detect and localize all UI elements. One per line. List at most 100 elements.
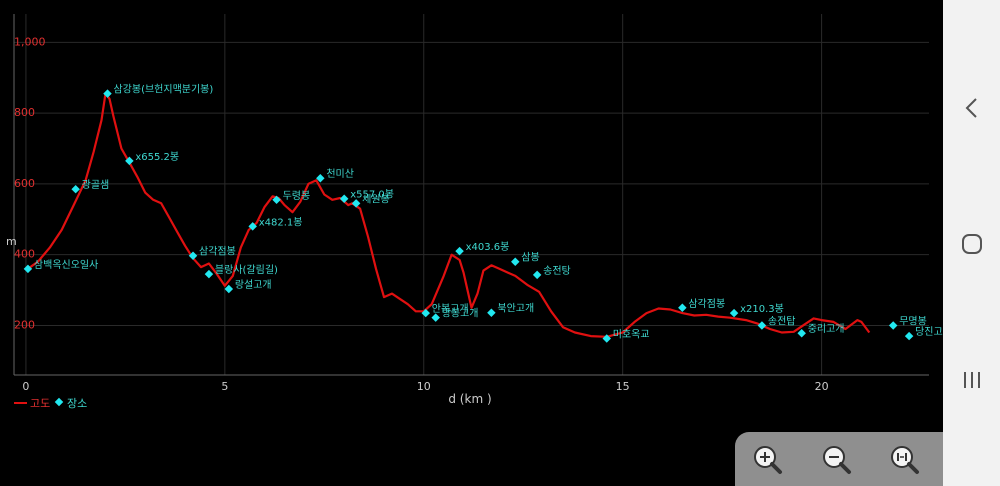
place-label: x557.0봉 [350,189,394,201]
place-diamond [602,334,612,343]
recents-button[interactable] [943,350,1000,410]
zoom-in-icon [754,446,782,474]
y-tick-label: 800 [14,106,35,119]
place-diamond [23,264,33,274]
place-label: 두령봉 [283,190,311,202]
place-label: 삼각점봉 [688,298,725,310]
place-diamond [71,184,80,194]
place-diamond [421,308,430,318]
place-diamond [204,269,214,279]
x-tick-label: 15 [616,380,630,393]
place-label: 삼강봉(브헌지맥분기봉) [113,84,213,96]
place-marker: 랑설고개 [224,279,272,294]
y-tick-label: 400 [14,248,35,261]
place-marker: x482.1봉 [248,216,303,231]
place-marker: 북안고개 [487,303,534,317]
place-diamond [125,156,134,166]
place-marker: x403.6봉 [455,241,510,256]
legend: 고도 장소 [14,397,87,410]
place-label: x403.6봉 [466,241,510,253]
android-navigation-bar [943,0,1000,486]
place-marker: 세원봉 [351,193,390,208]
place-marker: 방봉고개 [431,308,479,322]
place-diamond [487,308,496,317]
recents-icon [963,372,980,388]
place-label: 중리고개 [808,323,845,335]
elevation-profile-chart[interactable]: 200 400 600 800 1,000 0 5 10 15 20 삼백옥신오일사 광골샘 삼강봉… [0,0,943,486]
place-marker: x655.2봉 [125,151,179,166]
place-marker: 송전탑 [757,315,796,330]
zoom-fit-button[interactable] [885,440,925,480]
place-marker: 삼백옥신오일사 [23,259,98,274]
x-axis-label: d (km ) [448,392,491,406]
place-marker: 삼각점봉 [678,298,725,312]
place-diamond [272,195,281,205]
place-marker: 천미산 [316,168,354,183]
place-marker: 안봉고개 [421,303,469,318]
place-marker: x210.3봉 [729,303,784,318]
x-tick-label: 10 [417,380,431,393]
place-marker: 무명봉 [888,315,927,330]
zoom-fit-icon [891,446,919,474]
zoom-out-button[interactable] [817,440,857,480]
place-diamond [532,270,542,280]
place-label: 당진고개 [915,326,943,338]
place-label: 삼백옥신오일사 [34,259,98,271]
place-marker: 삼봉 [511,252,540,266]
zoom-controls [735,432,943,486]
place-marker: 블랑사(갈림길) [204,263,278,279]
place-label: 삼각점봉 [199,246,236,258]
place-diamond [188,251,198,260]
place-marker: 두령봉 [272,190,311,205]
back-button[interactable] [943,78,1000,138]
home-button[interactable] [943,214,1000,274]
place-label: 북안고개 [497,303,534,315]
place-marker: 당진고개 [904,326,943,341]
legend-label-place: 장소 [67,397,87,410]
place-label: 블랑사(갈림길) [215,263,278,276]
place-label: 미호옥교 [613,329,650,341]
place-diamond [904,331,914,341]
legend-label-elevation: 고도 [30,397,50,410]
axes [13,14,929,376]
place-marker: 삼각점봉 [188,246,236,260]
place-markers: 삼백옥신오일사광골샘삼강봉(브헌지맥분기봉)x655.2봉삼각점봉블랑사(갈림길… [23,84,943,343]
place-diamond [224,284,234,294]
place-diamond [678,303,687,312]
zoom-out-icon [823,446,851,474]
place-label: 랑설고개 [235,279,272,291]
place-label: 무명봉 [899,315,927,327]
elevation-series [27,92,871,338]
place-diamond [248,222,257,231]
place-diamond [339,194,349,203]
place-label: x210.3봉 [740,303,784,315]
place-diamond [431,313,440,322]
place-marker: 광골샘 [71,179,110,194]
place-label: 삼봉 [521,252,539,264]
place-diamond [351,199,361,208]
legend-diamond-swatch [54,397,64,407]
x-tick-label: 5 [221,380,228,393]
place-diamond [757,321,767,330]
y-tick-label: 200 [14,318,35,331]
place-label: 세원봉 [362,193,390,205]
y-tick-label: 1,000 [14,35,46,48]
place-label: 광골샘 [82,179,110,191]
place-label: 방봉고개 [442,308,479,320]
x-tick-labels: 0 5 10 15 20 [22,380,828,393]
place-marker: 송전탕 [532,265,571,280]
place-label: x655.2봉 [135,151,179,163]
zoom-in-button[interactable] [748,440,788,480]
place-diamond [511,257,520,266]
place-label: 송전탕 [543,265,571,277]
place-marker: x557.0봉 [339,189,394,203]
place-diamond [316,173,325,183]
place-marker: 삼강봉(브헌지맥분기봉) [103,84,213,98]
place-label: 송전탑 [768,315,796,327]
place-label: x482.1봉 [259,216,303,228]
place-label: 천미산 [326,168,354,180]
place-diamond [103,89,112,98]
y-axis-label: m [6,235,17,248]
y-tick-labels: 200 400 600 800 1,000 [14,35,46,331]
place-marker: 미호옥교 [602,329,650,343]
